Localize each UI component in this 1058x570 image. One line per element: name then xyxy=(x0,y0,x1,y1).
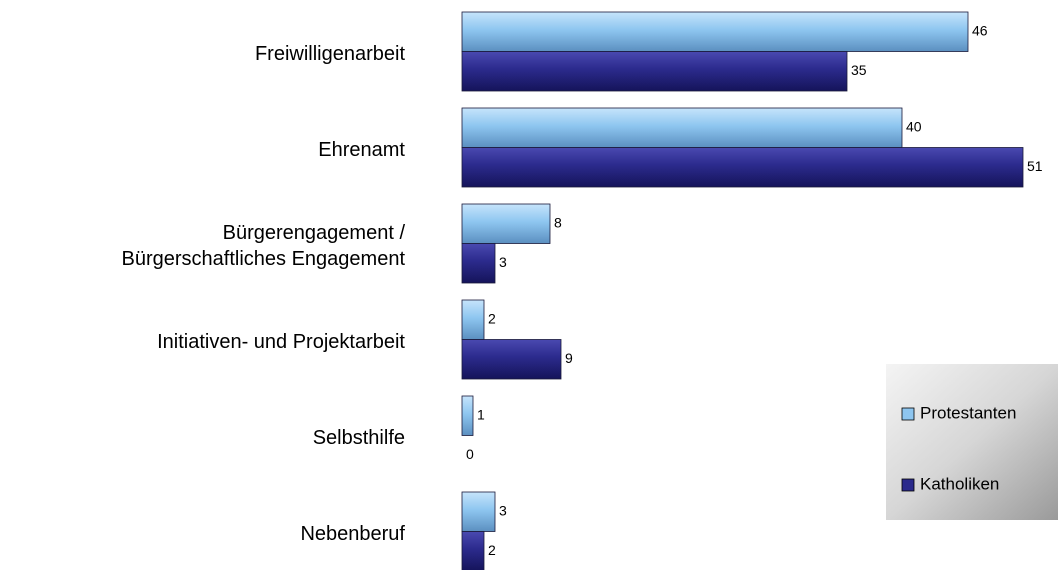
bar xyxy=(461,531,485,570)
value-label: 3 xyxy=(499,502,507,518)
value-label: 1 xyxy=(477,406,485,422)
legend-swatch xyxy=(901,407,915,421)
value-label: 9 xyxy=(565,350,573,366)
legend-label: Katholiken xyxy=(920,474,999,493)
legend-box xyxy=(886,364,1058,520)
bar xyxy=(461,51,848,92)
value-label: 2 xyxy=(488,542,496,558)
bar xyxy=(461,147,1024,188)
bar xyxy=(461,11,969,52)
value-label: 3 xyxy=(499,254,507,270)
legend-swatch xyxy=(901,478,915,492)
category-label: Initiativen- und Projektarbeit xyxy=(157,330,405,353)
legend-label: Protestanten xyxy=(920,403,1016,422)
value-label: 8 xyxy=(554,214,562,230)
value-label: 0 xyxy=(466,446,474,462)
category-label: Ehrenamt xyxy=(318,138,405,161)
value-label: 35 xyxy=(851,62,867,78)
bar xyxy=(461,339,562,380)
bar xyxy=(461,395,474,436)
bar xyxy=(461,107,903,148)
value-label: 51 xyxy=(1027,158,1043,174)
category-label: Selbsthilfe xyxy=(312,426,405,449)
bar xyxy=(461,203,551,244)
category-label: Freiwilligenarbeit xyxy=(254,42,405,65)
value-label: 2 xyxy=(488,310,496,326)
bar xyxy=(461,491,496,532)
value-label: 40 xyxy=(906,118,922,134)
category-label: Nebenberuf xyxy=(300,522,405,545)
bar xyxy=(461,299,485,340)
bar xyxy=(461,243,496,284)
value-label: 46 xyxy=(972,22,988,38)
category-label: Bürgerengagement / Bürgerschaftliches En… xyxy=(121,221,406,270)
